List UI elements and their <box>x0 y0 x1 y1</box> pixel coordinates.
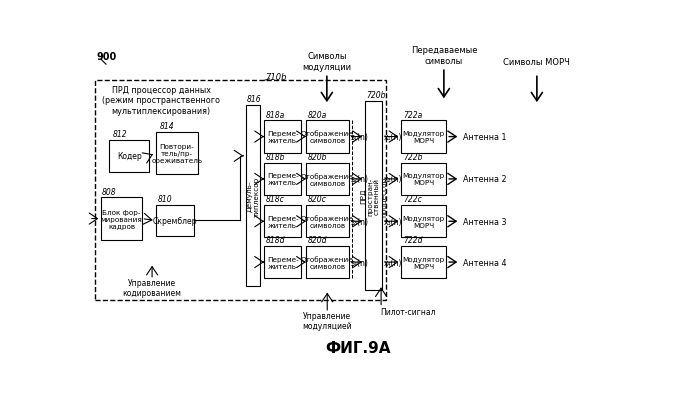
Text: 820d: 820d <box>308 236 327 245</box>
Text: s₁(n): s₁(n) <box>350 133 368 142</box>
FancyBboxPatch shape <box>246 106 260 286</box>
FancyBboxPatch shape <box>306 121 349 153</box>
FancyBboxPatch shape <box>264 121 301 153</box>
Text: Антенна 3: Антенна 3 <box>463 217 507 226</box>
Text: ПРД процессор данных
(режим пространственного
мультиплексирования): ПРД процессор данных (режим пространстве… <box>102 85 220 115</box>
Text: Кодер: Кодер <box>117 152 142 161</box>
Text: 720b: 720b <box>366 91 386 99</box>
Text: Отображение
символов: Отображение символов <box>301 255 354 269</box>
Text: Отображение
символов: Отображение символов <box>301 172 354 186</box>
Text: Демуль-
типлексор: Демуль- типлексор <box>247 176 260 216</box>
Text: Антенна 2: Антенна 2 <box>463 175 507 184</box>
Text: s₃(n): s₃(n) <box>350 217 368 226</box>
Text: Антенна 4: Антенна 4 <box>463 258 507 267</box>
FancyBboxPatch shape <box>306 206 349 238</box>
FancyBboxPatch shape <box>401 246 446 279</box>
Text: Отображение
символов: Отображение символов <box>301 130 354 144</box>
Text: 722a: 722a <box>403 110 423 119</box>
Text: 818a: 818a <box>266 110 285 119</box>
FancyBboxPatch shape <box>306 163 349 196</box>
Text: 722d: 722d <box>403 236 423 245</box>
Text: Переме-
житель: Переме- житель <box>267 173 298 186</box>
Text: 722c: 722c <box>403 195 422 204</box>
Text: Блок фор-
мирования
кадров: Блок фор- мирования кадров <box>101 209 143 229</box>
Text: 808: 808 <box>101 187 116 196</box>
Text: 818b: 818b <box>266 153 285 162</box>
Text: 816: 816 <box>247 95 261 104</box>
Text: x₁(n): x₁(n) <box>384 133 402 142</box>
Text: 820b: 820b <box>308 153 327 162</box>
FancyBboxPatch shape <box>264 163 301 196</box>
FancyBboxPatch shape <box>401 163 446 196</box>
Text: x₂(n): x₂(n) <box>384 175 402 184</box>
Text: Модулятор
МОРЧ: Модулятор МОРЧ <box>403 173 445 186</box>
FancyBboxPatch shape <box>401 121 446 153</box>
Text: 820c: 820c <box>308 195 326 204</box>
Text: Управление
кодированием: Управление кодированием <box>122 278 182 298</box>
Text: Управление
модуляцией: Управление модуляцией <box>303 311 352 330</box>
Text: 818d: 818d <box>266 236 285 245</box>
Text: Переме-
житель: Переме- житель <box>267 256 298 269</box>
Text: s₄(n): s₄(n) <box>350 258 368 267</box>
Text: Переме-
житель: Переме- житель <box>267 215 298 228</box>
FancyBboxPatch shape <box>264 246 301 279</box>
FancyBboxPatch shape <box>156 133 199 175</box>
Text: Модулятор
МОРЧ: Модулятор МОРЧ <box>403 215 445 228</box>
Text: Модулятор
МОРЧ: Модулятор МОРЧ <box>403 256 445 269</box>
Text: Повтори-
тель/пр-
ореживатель: Повтори- тель/пр- ореживатель <box>151 144 203 164</box>
Text: s₂(n): s₂(n) <box>350 175 368 184</box>
FancyBboxPatch shape <box>101 198 142 240</box>
Text: 810: 810 <box>158 195 173 204</box>
Text: 818c: 818c <box>266 195 284 204</box>
Text: 820a: 820a <box>308 110 326 119</box>
Text: 814: 814 <box>159 122 174 131</box>
Text: x₄(n): x₄(n) <box>384 258 402 267</box>
Text: Передаваемые
символы: Передаваемые символы <box>410 46 477 65</box>
FancyBboxPatch shape <box>109 140 150 172</box>
Text: 812: 812 <box>113 130 128 139</box>
FancyBboxPatch shape <box>306 246 349 279</box>
Text: Символы
модуляции: Символы модуляции <box>303 52 352 72</box>
Text: Скремблер: Скремблер <box>152 217 197 225</box>
Text: Модулятор
МОРЧ: Модулятор МОРЧ <box>403 131 445 144</box>
FancyBboxPatch shape <box>156 206 194 236</box>
Text: ФИГ.9А: ФИГ.9А <box>326 340 391 355</box>
FancyBboxPatch shape <box>365 102 382 290</box>
Text: Символы МОРЧ: Символы МОРЧ <box>503 57 570 67</box>
Text: 900: 900 <box>96 53 117 62</box>
Text: 722b: 722b <box>403 153 423 162</box>
FancyBboxPatch shape <box>264 206 301 238</box>
FancyBboxPatch shape <box>401 206 446 238</box>
Text: x₃(n): x₃(n) <box>384 217 402 226</box>
Text: Отображение
символов: Отображение символов <box>301 215 354 229</box>
Text: 710b: 710b <box>266 73 287 82</box>
Text: Переме-
житель: Переме- житель <box>267 131 298 144</box>
Text: Пилот-сигнал: Пилот-сигнал <box>380 307 436 316</box>
Text: Антенна 1: Антенна 1 <box>463 133 507 142</box>
Text: ПРД
простран-
ственный
процессор: ПРД простран- ственный процессор <box>360 176 387 216</box>
